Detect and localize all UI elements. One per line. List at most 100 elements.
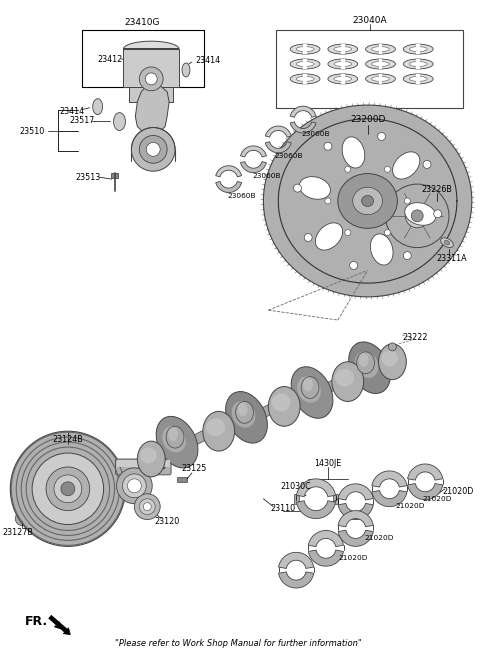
Ellipse shape (203, 411, 235, 451)
Text: 23110: 23110 (271, 504, 296, 513)
Circle shape (127, 479, 141, 493)
Text: 23200D: 23200D (350, 115, 385, 124)
Polygon shape (274, 239, 292, 249)
Ellipse shape (393, 152, 420, 179)
Circle shape (405, 204, 429, 228)
Polygon shape (405, 272, 415, 289)
Text: 23513: 23513 (75, 173, 100, 182)
Ellipse shape (332, 361, 364, 401)
Polygon shape (438, 144, 455, 155)
Ellipse shape (372, 62, 389, 66)
Polygon shape (318, 272, 328, 288)
Circle shape (139, 135, 167, 163)
Ellipse shape (338, 174, 397, 228)
Polygon shape (262, 211, 281, 215)
Polygon shape (393, 277, 399, 295)
Polygon shape (261, 207, 281, 210)
Ellipse shape (303, 378, 313, 392)
Polygon shape (297, 501, 336, 518)
Ellipse shape (272, 394, 290, 411)
Polygon shape (442, 241, 460, 251)
Polygon shape (282, 142, 298, 154)
Bar (379, 59, 383, 69)
Circle shape (134, 494, 160, 520)
Text: 23060B: 23060B (228, 193, 256, 199)
Circle shape (345, 167, 351, 173)
Circle shape (144, 71, 159, 87)
Polygon shape (372, 102, 374, 121)
Polygon shape (401, 274, 410, 291)
Polygon shape (338, 503, 373, 520)
Polygon shape (333, 277, 341, 295)
Polygon shape (408, 464, 443, 480)
Ellipse shape (355, 352, 378, 378)
Polygon shape (338, 510, 373, 527)
Circle shape (147, 75, 155, 83)
Polygon shape (388, 279, 394, 297)
Polygon shape (276, 150, 293, 161)
Circle shape (54, 475, 82, 502)
Circle shape (404, 198, 410, 204)
Polygon shape (454, 209, 474, 213)
Polygon shape (454, 187, 474, 190)
Polygon shape (290, 106, 316, 117)
Bar (341, 44, 345, 54)
Ellipse shape (381, 350, 398, 366)
Polygon shape (336, 107, 343, 125)
Ellipse shape (371, 234, 393, 265)
Ellipse shape (441, 237, 453, 247)
Polygon shape (264, 105, 472, 297)
Ellipse shape (444, 240, 450, 245)
FancyBboxPatch shape (117, 460, 170, 467)
Ellipse shape (361, 195, 373, 207)
Polygon shape (290, 122, 316, 133)
Bar (303, 59, 307, 69)
Ellipse shape (335, 369, 354, 386)
Ellipse shape (140, 447, 157, 464)
Polygon shape (449, 167, 468, 174)
Polygon shape (325, 110, 334, 127)
Ellipse shape (299, 176, 330, 199)
Polygon shape (424, 260, 438, 275)
Polygon shape (341, 106, 347, 123)
Polygon shape (261, 195, 280, 197)
Polygon shape (386, 105, 391, 123)
Ellipse shape (268, 386, 300, 426)
Ellipse shape (334, 47, 352, 52)
Ellipse shape (348, 342, 390, 394)
Polygon shape (417, 266, 430, 281)
Ellipse shape (366, 44, 396, 54)
Polygon shape (452, 176, 471, 182)
Bar (416, 74, 420, 84)
Circle shape (15, 512, 29, 525)
Ellipse shape (162, 426, 186, 453)
Circle shape (10, 431, 125, 546)
Polygon shape (150, 424, 220, 466)
Ellipse shape (238, 402, 248, 417)
Ellipse shape (166, 426, 184, 448)
Text: 23120: 23120 (155, 517, 180, 526)
Polygon shape (415, 119, 427, 134)
Ellipse shape (328, 74, 358, 84)
Polygon shape (453, 218, 472, 223)
Ellipse shape (297, 377, 321, 403)
Text: 23040A: 23040A (352, 16, 387, 25)
Bar (130, 87, 173, 102)
Circle shape (388, 343, 396, 351)
Polygon shape (278, 146, 296, 157)
Circle shape (325, 198, 331, 204)
Text: 23414: 23414 (59, 107, 84, 116)
Ellipse shape (334, 76, 352, 81)
Polygon shape (455, 192, 474, 195)
Ellipse shape (315, 223, 343, 250)
Polygon shape (280, 247, 297, 258)
Text: 23414: 23414 (195, 56, 220, 64)
Polygon shape (403, 112, 412, 129)
Polygon shape (269, 232, 288, 240)
Polygon shape (265, 126, 291, 137)
Polygon shape (441, 148, 458, 159)
Polygon shape (429, 132, 444, 146)
Polygon shape (263, 179, 283, 184)
Polygon shape (409, 270, 420, 287)
Polygon shape (384, 279, 388, 298)
